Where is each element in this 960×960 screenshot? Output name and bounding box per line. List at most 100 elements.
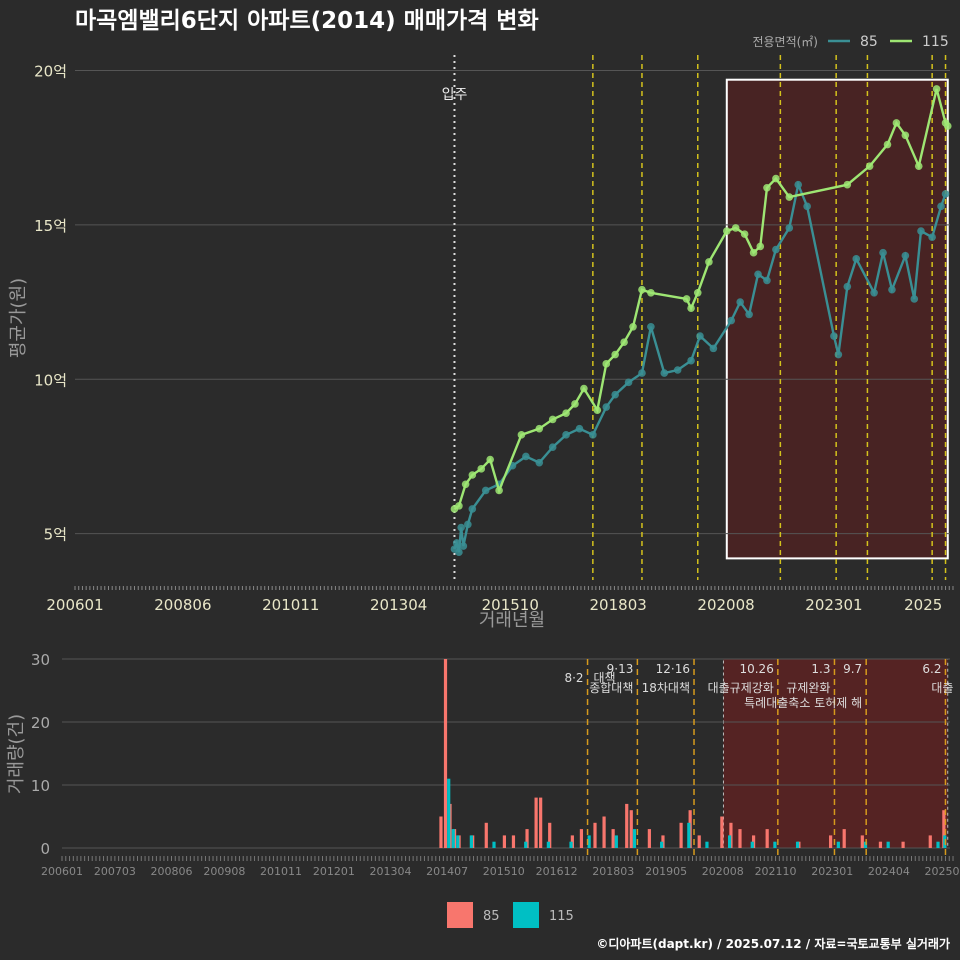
data-point-85 — [468, 505, 477, 513]
bar-115 — [587, 835, 591, 848]
x-tick-label: 201905 — [645, 865, 687, 878]
data-point-85 — [917, 227, 925, 235]
data-point-85 — [763, 276, 771, 285]
x-tick-label: 201510 — [483, 865, 525, 878]
bar-85 — [942, 810, 946, 848]
x-tick-label: 200601 — [46, 596, 103, 614]
data-point-115 — [495, 486, 503, 495]
x-tick-label: 202008 — [702, 865, 744, 878]
legend-swatch-115 — [513, 902, 539, 928]
x-tick-label: 201803 — [590, 596, 647, 614]
x-tick-label: 202404 — [868, 865, 910, 878]
data-point-85 — [602, 403, 611, 411]
data-point-85 — [910, 295, 919, 303]
bar-115 — [750, 841, 754, 848]
data-point-85 — [638, 369, 646, 377]
bar-115 — [936, 841, 940, 848]
data-point-115 — [731, 224, 740, 232]
bar-85 — [611, 829, 615, 848]
bar-85 — [878, 841, 883, 848]
bar-115 — [687, 822, 691, 848]
data-point-85 — [928, 233, 936, 242]
policy-date: 12·16 — [656, 662, 690, 676]
bar-115 — [569, 841, 573, 848]
data-point-85 — [794, 180, 803, 189]
bar-115 — [492, 841, 496, 848]
bar-85 — [738, 829, 742, 848]
bar-85 — [525, 829, 529, 848]
bar-85 — [629, 810, 633, 848]
data-point-115 — [756, 242, 765, 251]
data-point-115 — [740, 230, 749, 238]
data-point-115 — [638, 285, 646, 294]
x-tick-label: 201803 — [592, 865, 634, 878]
bar-115 — [705, 841, 709, 848]
bar-85 — [928, 835, 932, 848]
bar-85 — [901, 841, 905, 848]
price-chart: 5억 10억 15억 20억 200601 200806 201011 201304 20151… — [8, 34, 954, 631]
data-point-115 — [693, 288, 702, 297]
legend-label: 115 — [922, 34, 949, 50]
bar-115 — [469, 835, 473, 848]
bar-85 — [829, 835, 833, 848]
data-point-115 — [593, 406, 602, 414]
bar-85 — [842, 829, 846, 848]
data-point-85 — [830, 332, 838, 340]
data-point-85 — [709, 344, 718, 353]
policy-date: 9·13 — [607, 662, 634, 676]
bar-115 — [451, 829, 455, 848]
policy-label: 대책 — [593, 670, 615, 685]
legend-label: 115 — [549, 909, 574, 924]
data-point-85 — [803, 202, 811, 211]
bar-115 — [660, 841, 664, 848]
bar-115 — [614, 835, 618, 848]
data-point-115 — [477, 465, 486, 473]
data-point-85 — [901, 251, 910, 260]
y-axis-label: 평균가(원) — [8, 278, 29, 358]
data-point-85 — [455, 548, 463, 557]
bar-115 — [546, 841, 550, 848]
data-point-85 — [575, 424, 584, 433]
data-point-115 — [705, 258, 713, 266]
data-point-85 — [696, 332, 704, 340]
data-point-115 — [892, 119, 901, 127]
x-tick-label: 200806 — [154, 596, 211, 614]
data-point-85 — [785, 224, 794, 232]
bar-85 — [539, 797, 543, 848]
x-tick-label: 202301 — [811, 865, 853, 878]
bar-85 — [534, 797, 538, 848]
policy-label: 대출규제강화 — [708, 681, 774, 695]
legend-title: 전용면적(㎡) — [752, 35, 818, 49]
data-point-85 — [624, 378, 633, 387]
data-point-115 — [749, 248, 758, 257]
y-tick-label: 5억 — [44, 526, 67, 544]
bar-115 — [456, 835, 460, 848]
data-point-115 — [943, 122, 952, 130]
bar-115 — [795, 841, 800, 848]
bar-115 — [886, 841, 890, 848]
data-point-115 — [535, 424, 544, 433]
bar-85 — [511, 835, 516, 848]
data-point-115 — [571, 400, 579, 408]
policy-label: 특례대출축소 토허제 해 — [744, 696, 862, 710]
bar-85 — [625, 803, 629, 848]
data-point-115 — [602, 360, 611, 368]
data-point-85 — [736, 298, 744, 306]
x-axis-label: 거래년월 — [479, 610, 545, 631]
data-point-115 — [932, 85, 941, 93]
data-point-85 — [522, 452, 530, 461]
bar-85 — [439, 816, 443, 848]
data-point-85 — [941, 190, 950, 198]
legend-swatch-85 — [447, 902, 473, 928]
y-tick-label: 10 — [31, 777, 50, 795]
data-point-115 — [722, 227, 731, 235]
data-point-85 — [727, 316, 736, 325]
policy-label: 종합대책 — [589, 680, 633, 695]
data-point-85 — [745, 310, 753, 319]
x-tick-label: 202008 — [697, 596, 754, 614]
data-point-85 — [937, 202, 945, 211]
data-point-115 — [611, 350, 619, 359]
bar-85 — [502, 835, 506, 848]
data-point-85 — [647, 322, 655, 331]
